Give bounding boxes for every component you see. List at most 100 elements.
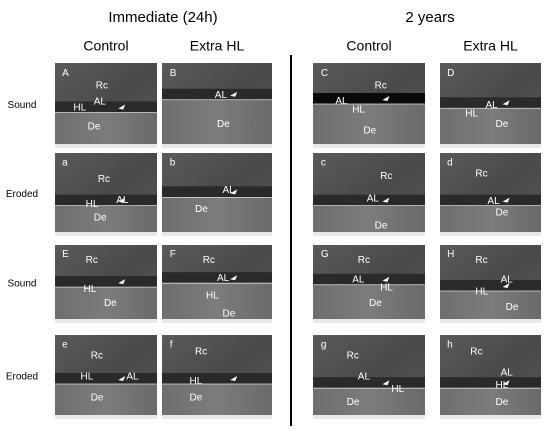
panel-letter: h bbox=[447, 340, 453, 351]
layer-label: HL bbox=[206, 290, 219, 301]
layer-label: Rc bbox=[91, 351, 103, 362]
layer-label: AL bbox=[215, 90, 228, 101]
dentin-layer bbox=[440, 205, 541, 236]
layer-label: HL bbox=[496, 380, 509, 391]
group-title: Immediate (24h) bbox=[108, 9, 217, 26]
panel-letter: g bbox=[321, 340, 327, 351]
arrow bbox=[230, 189, 238, 195]
layer-label: De bbox=[369, 298, 382, 309]
dentin-layer bbox=[162, 384, 272, 419]
scale-bar bbox=[313, 232, 425, 236]
dentin-layer bbox=[55, 205, 157, 236]
layer-label: De bbox=[104, 298, 117, 309]
layer-label: AL bbox=[94, 97, 107, 108]
layer-label: Rc bbox=[475, 168, 487, 179]
layer-label: AL bbox=[126, 372, 139, 383]
scale-bar bbox=[55, 319, 157, 323]
layer-label: AL bbox=[217, 273, 230, 284]
layer-label: De bbox=[496, 119, 509, 130]
layer-label: Rc bbox=[470, 346, 482, 357]
arrow bbox=[118, 279, 126, 285]
panel-letter: H bbox=[447, 249, 454, 260]
adhesive-layer bbox=[55, 276, 157, 288]
adhesive-layer bbox=[162, 373, 272, 384]
arrow bbox=[118, 104, 126, 110]
layer-label: AL bbox=[501, 367, 514, 378]
layer-label: AL bbox=[485, 100, 498, 111]
panel-letter: A bbox=[62, 68, 69, 79]
column-title: Control bbox=[83, 38, 128, 54]
scale-bar bbox=[440, 415, 541, 419]
layer-label: HL bbox=[465, 109, 478, 120]
scale-bar bbox=[162, 319, 272, 323]
dentin-layer bbox=[162, 197, 272, 236]
panel-letter: E bbox=[62, 249, 69, 260]
scale-bar bbox=[162, 415, 272, 419]
layer-label: HL bbox=[190, 376, 203, 387]
adhesive-layer bbox=[440, 280, 541, 291]
scale-bar bbox=[162, 232, 272, 236]
layer-label: AL bbox=[223, 185, 236, 196]
layer-label: Rc bbox=[375, 81, 387, 92]
layer-label: AL bbox=[501, 275, 514, 286]
layer-label: De bbox=[375, 221, 388, 232]
panel-letter: d bbox=[447, 158, 453, 169]
dentin-layer bbox=[162, 283, 272, 323]
layer-label: De bbox=[195, 204, 208, 215]
layer-label: HL bbox=[380, 283, 393, 294]
panel-letter: B bbox=[170, 68, 177, 79]
layer-label: De bbox=[94, 212, 107, 223]
scale-bar bbox=[313, 319, 425, 323]
adhesive-layer bbox=[313, 377, 425, 389]
arrow bbox=[230, 275, 238, 281]
panel-letter: F bbox=[170, 249, 176, 260]
arrow bbox=[502, 283, 510, 288]
dentin-layer bbox=[313, 104, 425, 148]
layer-label: Rc bbox=[98, 174, 110, 185]
panel-letter: e bbox=[62, 340, 68, 351]
arrow bbox=[118, 197, 126, 203]
dentin-layer bbox=[313, 284, 425, 323]
layer-label: HL bbox=[81, 372, 94, 383]
arrow bbox=[382, 96, 390, 101]
adhesive-layer bbox=[55, 194, 157, 206]
layer-label: HL bbox=[391, 384, 404, 395]
layer-label: De bbox=[506, 302, 519, 313]
adhesive-layer bbox=[162, 186, 272, 198]
scale-bar bbox=[440, 319, 541, 323]
row-label: Sound bbox=[8, 279, 37, 290]
layer-label: Rc bbox=[358, 255, 370, 266]
panel-letter: C bbox=[321, 68, 328, 79]
arrow bbox=[382, 276, 390, 282]
scale-bar bbox=[440, 144, 541, 148]
dentin-layer bbox=[55, 287, 157, 323]
panel-letter: G bbox=[321, 249, 329, 260]
panel-letter: D bbox=[447, 68, 454, 79]
panel-letter: b bbox=[170, 158, 176, 169]
arrow bbox=[382, 197, 390, 203]
layer-label: De bbox=[363, 126, 376, 137]
layer-label: De bbox=[347, 397, 360, 408]
scale-bar bbox=[440, 232, 541, 236]
layer-label: De bbox=[496, 397, 509, 408]
column-title: Extra HL bbox=[190, 38, 245, 54]
dentin-layer bbox=[440, 291, 541, 323]
layer-label: Rc bbox=[195, 346, 207, 357]
adhesive-layer bbox=[313, 273, 425, 285]
layer-label: Rc bbox=[380, 171, 392, 182]
panel-letter: c bbox=[321, 158, 326, 169]
dentin-layer bbox=[313, 388, 425, 419]
layer-label: HL bbox=[73, 103, 86, 114]
arrow bbox=[382, 380, 390, 386]
column-title: Control bbox=[346, 38, 391, 54]
layer-label: HL bbox=[475, 286, 488, 297]
adhesive-layer bbox=[162, 88, 272, 100]
adhesive-layer bbox=[55, 373, 157, 384]
dentin-layer bbox=[440, 108, 541, 148]
arrow bbox=[502, 197, 510, 203]
arrow bbox=[118, 376, 126, 381]
panel-letter: a bbox=[62, 158, 68, 169]
adhesive-layer bbox=[313, 93, 425, 104]
layer-label: De bbox=[190, 393, 203, 404]
